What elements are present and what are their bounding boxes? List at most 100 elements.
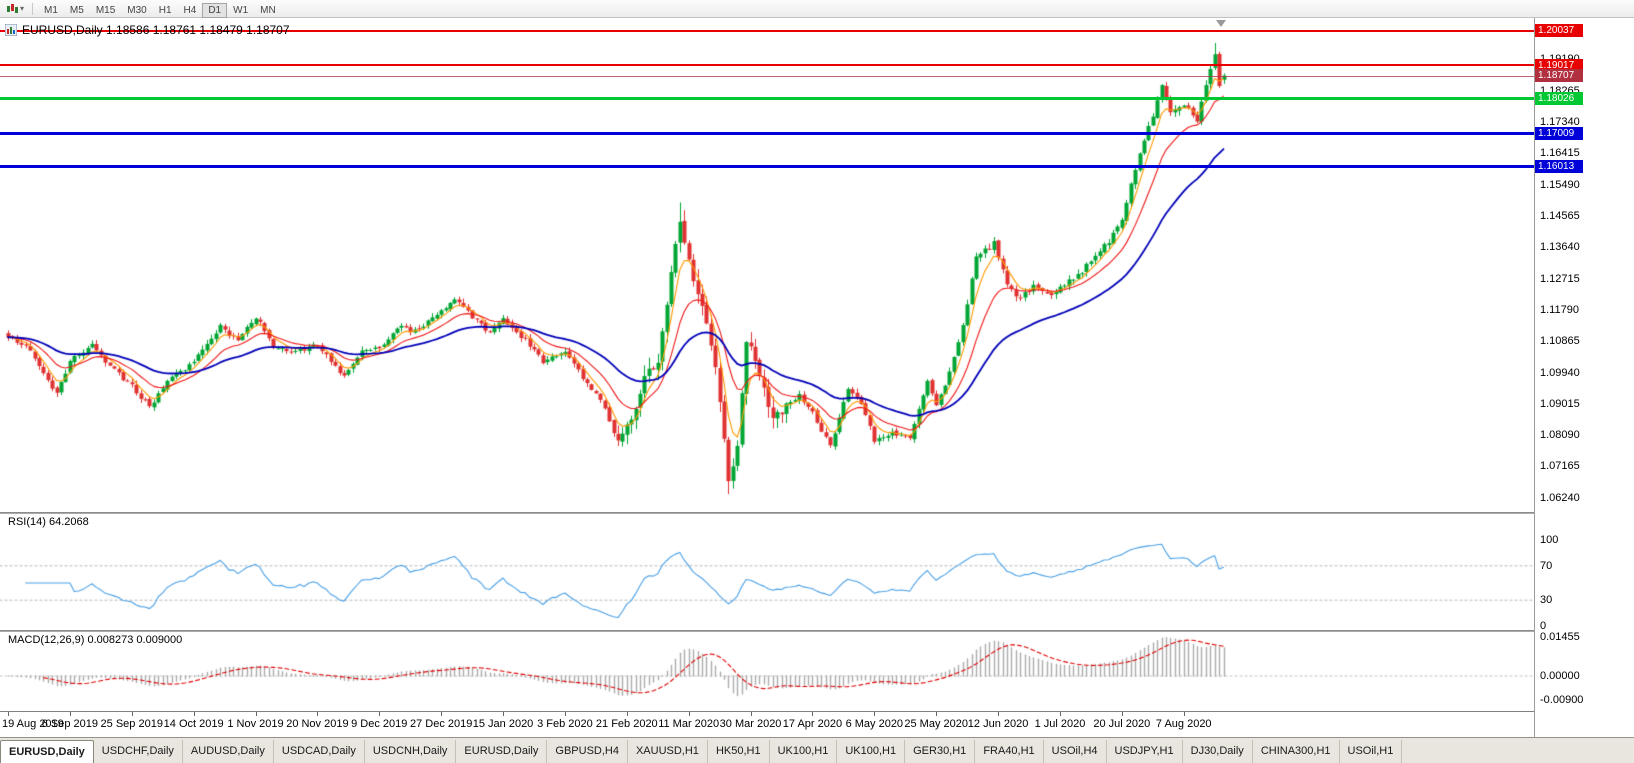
date-axis-tick [1121,712,1123,716]
date-label: 9 Dec 2019 [351,718,408,730]
date-axis-tick [936,712,938,716]
date-axis-tick [1183,712,1185,716]
date-axis-tick [131,712,133,716]
timeframe-button-h1[interactable]: H1 [153,3,178,18]
panel-splitter-rsi-macd[interactable] [0,630,1634,632]
date-axis-tick [193,712,195,716]
date-axis-tick [441,712,443,716]
timeframe-button-mn[interactable]: MN [254,3,282,18]
date-label: 3 Feb 2020 [537,718,593,730]
price-axis-tick: 1.15490 [1540,178,1580,191]
chart-tabs-bar: EURUSD,Daily USDCHF,Daily AUDUSD,Daily USDC… [0,737,1634,763]
date-label: 14 Oct 2019 [163,718,224,730]
timeframe-button-d1[interactable]: D1 [202,2,228,18]
date-label: 11 Mar 2020 [658,718,720,730]
chart-tab-gbpusd-h4[interactable]: GBPUSD,H4 [547,740,628,763]
timeframe-button-m15[interactable]: M15 [90,3,121,18]
rsi-label: RSI(14) 64.2068 [8,516,89,528]
chart-shift-marker-icon[interactable] [1216,20,1226,27]
date-axis-tick [626,712,628,716]
macd-label: MACD(12,26,9) 0.008273 0.009000 [8,634,183,646]
chart-tab-usdjpy-h1[interactable]: USDJPY,H1 [1107,740,1183,763]
chart-type-icon[interactable]: ▾ [3,1,27,16]
price-level-badge-1.19017[interactable]: 1.19017 [1535,58,1583,72]
chart-tab-dj30-daily[interactable]: DJ30,Daily [1183,740,1253,763]
date-label: 21 Feb 2020 [595,718,658,730]
rsi-axis-tick: 100 [1540,534,1559,546]
price-axis-border [1534,18,1535,737]
rsi-axis-tick: 0 [1540,620,1547,632]
timeframe-button-m30[interactable]: M30 [121,3,152,18]
chart-tab-usdcnh-daily[interactable]: USDCNH,Daily [365,740,457,763]
date-label: 17 Apr 2020 [782,718,843,730]
chart-tab-fra40-h1[interactable]: FRA40,H1 [975,740,1044,763]
date-axis-tick [255,712,257,716]
date-label: 20 Jul 2020 [1093,718,1151,730]
price-level-badge-1.18026[interactable]: 1.18026 [1535,92,1583,106]
timeframe-toolbar: ▾ M1 M5 M15 M30 H1 H4 D1 W1 MN [0,0,1634,18]
price-level-badge-1.17009[interactable]: 1.17009 [1535,126,1583,140]
price-axis-tick: 1.10865 [1540,335,1580,348]
date-label: 19 Aug 2019 [2,718,64,730]
timeframe-buttons: M1 M5 M15 M30 H1 H4 D1 W1 MN [38,0,282,18]
date-axis-tick [317,712,319,716]
price-level-badge-1.20037[interactable]: 1.20037 [1535,24,1583,38]
chart-tab-china300-h1[interactable]: CHINA300,H1 [1253,740,1340,763]
price-axis-tick: 1.06240 [1540,491,1580,504]
chart-plot-canvas[interactable] [0,18,1534,712]
chart-tab-uk100-h1[interactable]: UK100,H1 [770,740,838,763]
timeframe-button-h4[interactable]: H4 [178,3,203,18]
price-level-badge-1.16013[interactable]: 1.16013 [1535,160,1583,174]
rsi-axis-tick: 70 [1540,559,1553,572]
date-axis[interactable]: 19 Aug 2019 6 Sep 2019 25 Sep 2019 14 Oct 2… [0,711,1634,737]
chart-tab-eurusd-daily[interactable]: EURUSD,Daily [0,740,94,763]
chart-tab-usoil-h1[interactable]: USOil,H1 [1340,740,1403,763]
macd-axis-tick: 0.01455 [1540,631,1580,644]
date-label: 25 Sep 2019 [100,718,163,730]
chart-tab-usdchf-daily[interactable]: USDCHF,Daily [94,740,183,763]
price-axis-tick: 1.09015 [1540,397,1580,410]
price-axis[interactable]: 1.191901.182651.173401.164151.154901.145… [1534,18,1634,737]
date-axis-tick [379,712,381,716]
macd-axis-tick: 0.00000 [1540,670,1580,682]
rsi-axis-tick: 30 [1540,594,1553,607]
chart-window-icon [5,24,17,36]
chart-tab-uk100-h1[interactable]: UK100,H1 [837,740,906,763]
price-axis-tick: 1.14565 [1540,209,1580,222]
current-price-badge[interactable]: 1.18707 [1535,69,1583,83]
chart-tab-usoil-h4[interactable]: USOil,H4 [1044,740,1107,763]
panel-splitter-main-rsi[interactable] [0,512,1634,514]
date-label: 1 Nov 2019 [227,718,284,730]
date-axis-tick [750,712,752,716]
timeframe-button-w1[interactable]: W1 [227,3,254,18]
chart-tab-xauusd-h1[interactable]: XAUUSD,H1 [628,740,708,763]
date-axis-tick [688,712,690,716]
date-axis-tick [874,712,876,716]
date-label: 15 Jan 2020 [472,718,534,730]
toolbar-separator [32,2,34,15]
date-label: 20 Nov 2019 [286,718,349,730]
date-axis-tick [998,712,1000,716]
date-label: 27 Dec 2019 [409,718,473,730]
chart-tab-usdcad-daily[interactable]: USDCAD,Daily [274,740,365,763]
date-label: 1 Jul 2020 [1034,718,1086,730]
timeframe-button-m5[interactable]: M5 [64,3,90,18]
date-axis-tick [69,712,71,716]
chart-tab-eurusd-daily[interactable]: EURUSD,Daily [456,740,548,763]
date-label: 6 May 2020 [845,718,904,730]
date-label: 7 Aug 2020 [1155,718,1212,730]
price-axis-tick: 1.16415 [1540,147,1580,160]
timeframe-button-m1[interactable]: M1 [38,3,64,18]
date-label: 25 May 2020 [904,718,968,730]
date-label: 30 Mar 2020 [719,718,782,730]
date-label: 6 Sep 2019 [41,718,99,730]
chart-tab-ger30-h1[interactable]: GER30,H1 [905,740,976,763]
price-axis-tick: 1.11790 [1540,303,1579,316]
candlestick-chart-icon [7,3,18,13]
date-axis-tick [564,712,566,716]
price-axis-tick: 1.13640 [1540,241,1580,254]
chart-tab-audusd-daily[interactable]: AUDUSD,Daily [183,740,274,763]
date-axis-tick [8,712,9,716]
chart-tab-hk50-h1[interactable]: HK50,H1 [708,740,770,763]
